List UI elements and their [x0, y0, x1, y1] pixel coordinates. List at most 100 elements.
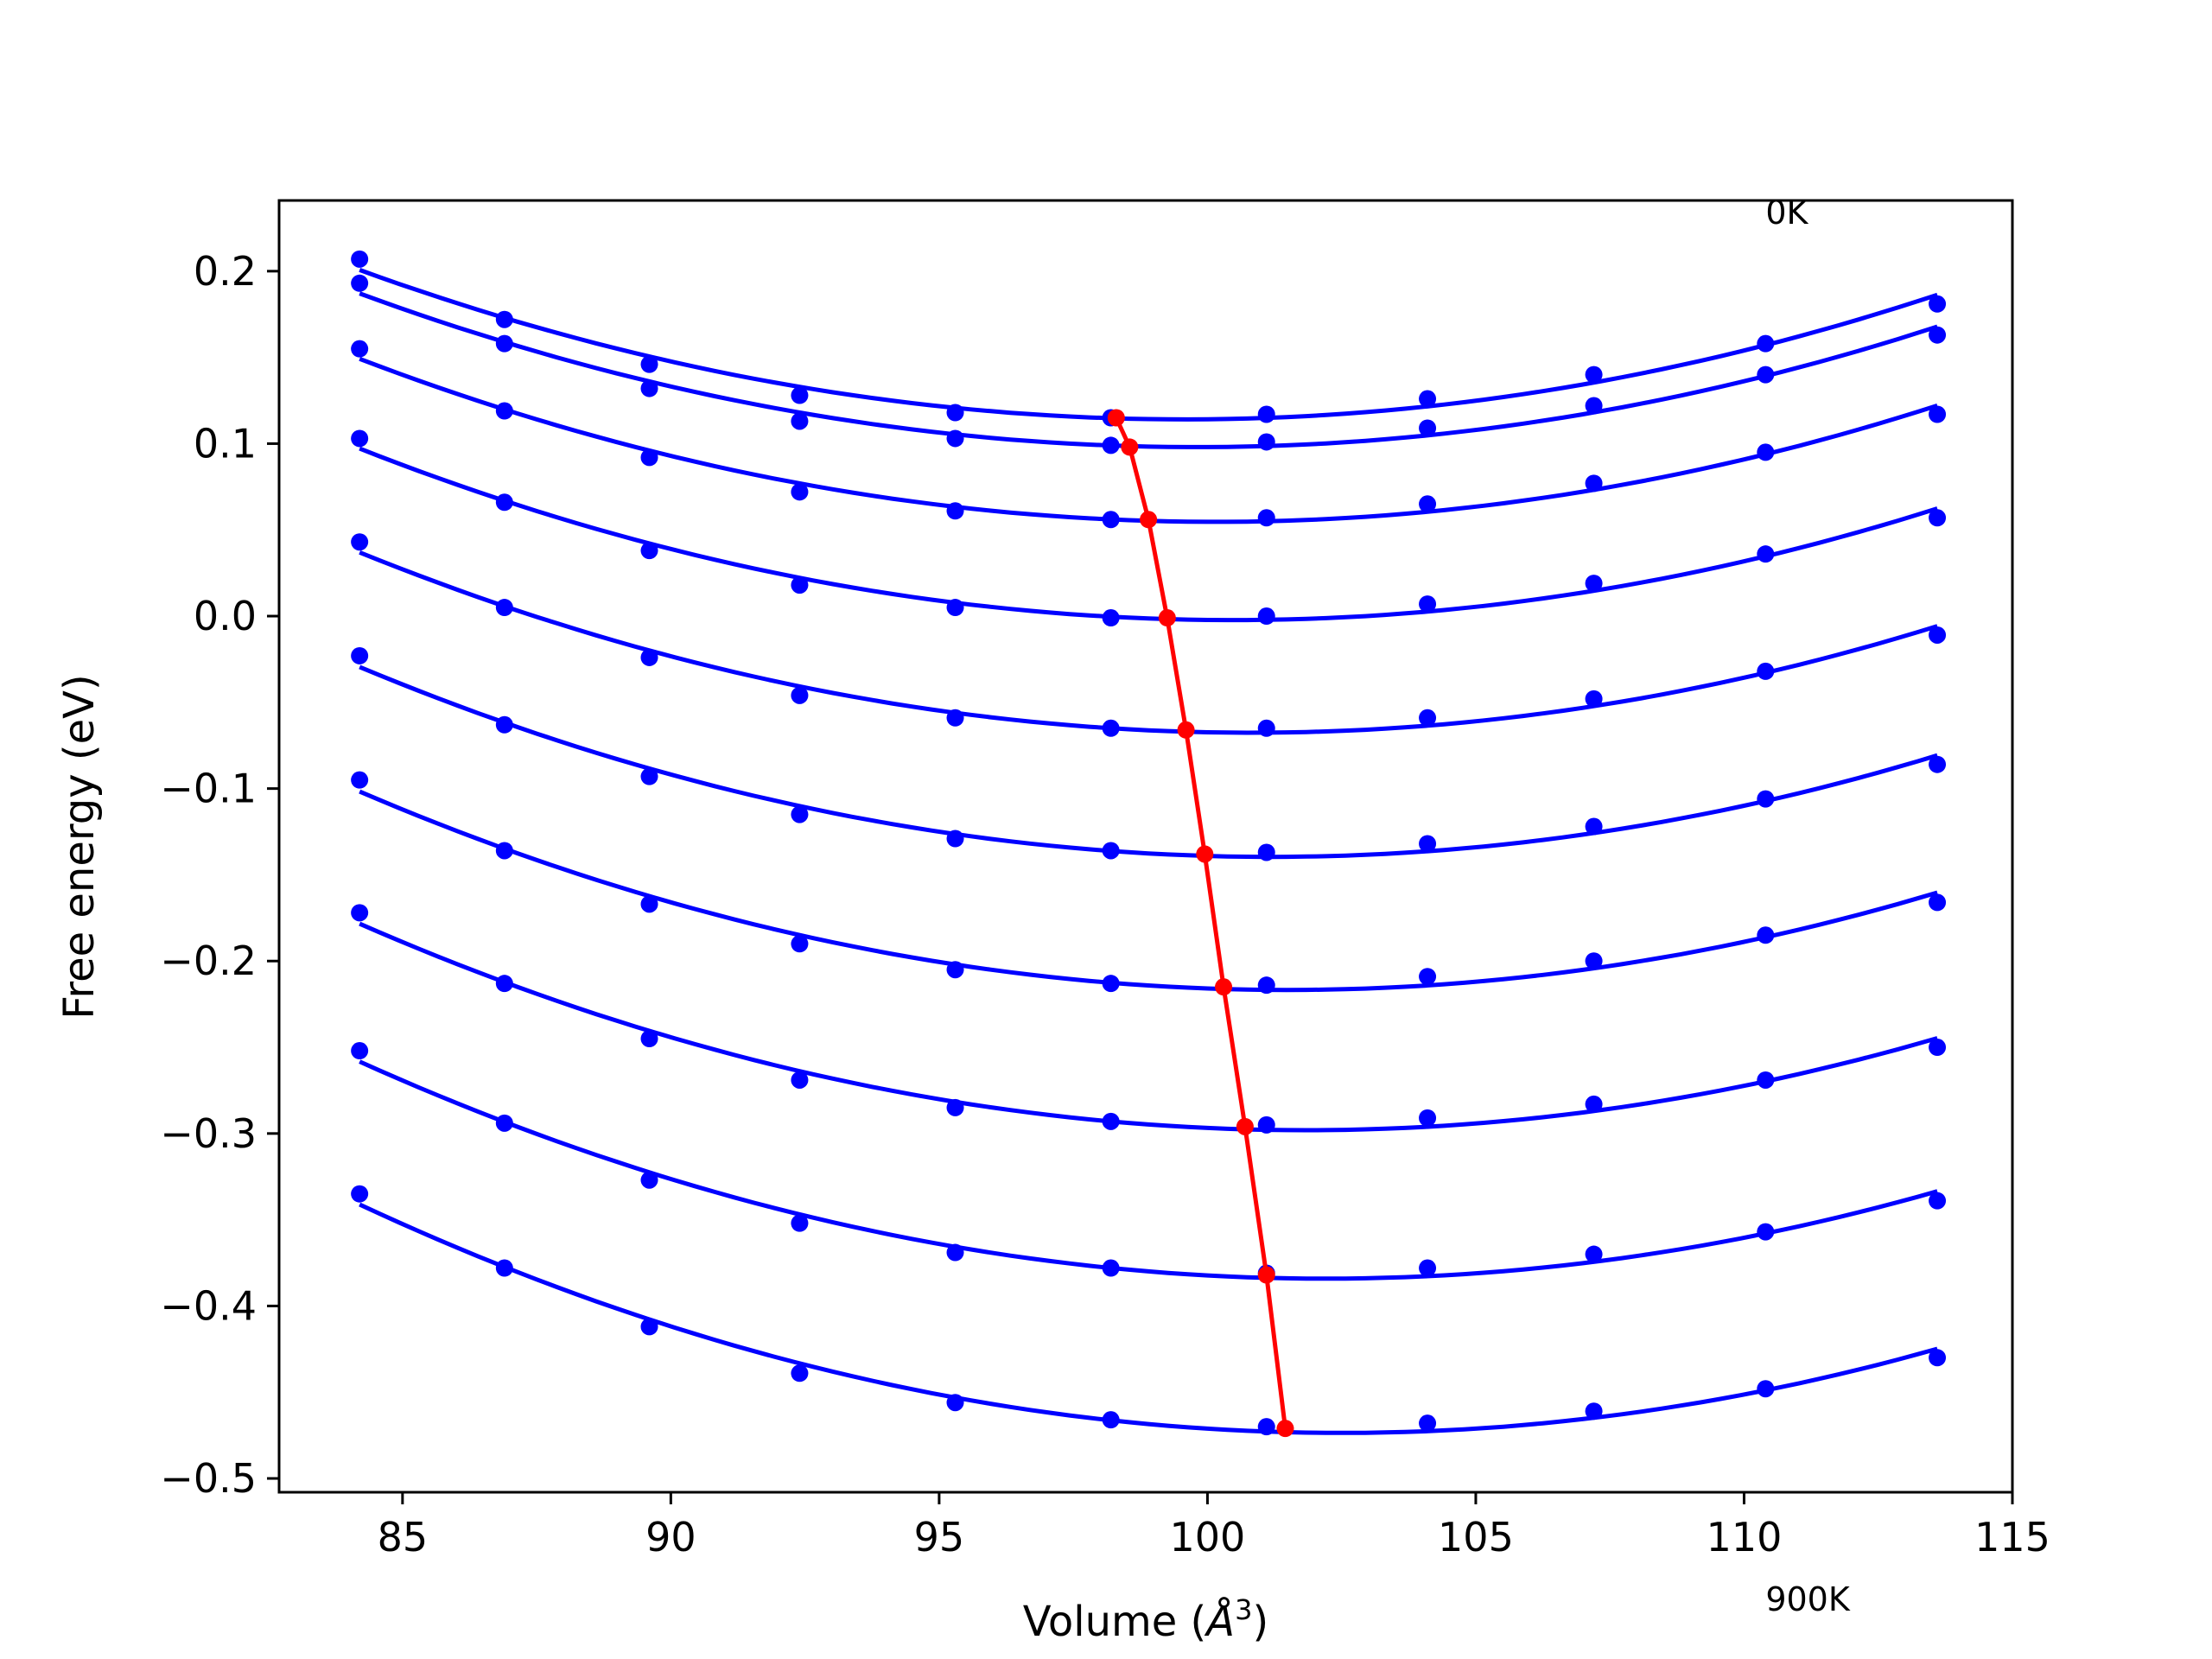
series-curve: [359, 789, 1938, 993]
data-point: [791, 1214, 809, 1232]
data-point: [946, 1098, 964, 1116]
data-point: [1419, 1414, 1437, 1433]
data-point: [791, 1364, 809, 1382]
series-curve: [359, 1059, 1938, 1281]
data-point: [495, 402, 513, 420]
data-point: [791, 1071, 809, 1089]
data-point: [791, 686, 809, 704]
data-point: [640, 379, 658, 397]
data-point: [1419, 595, 1437, 613]
data-point: [946, 502, 964, 520]
minimum-point: [1177, 721, 1195, 739]
data-point: [640, 767, 658, 785]
data-point: [1757, 1071, 1775, 1089]
data-point: [1929, 295, 1947, 313]
data-point: [1102, 975, 1120, 993]
data-point: [1929, 509, 1947, 527]
data-point: [495, 715, 513, 734]
data-point: [1757, 1223, 1775, 1241]
curves-layer: [351, 250, 1947, 1436]
data-point: [1757, 1380, 1775, 1398]
data-point: [791, 935, 809, 953]
annotations-layer: 0K 900K: [1765, 194, 1851, 1618]
data-point: [1102, 436, 1120, 454]
data-point: [640, 355, 658, 373]
data-point: [946, 599, 964, 617]
data-point: [1419, 1259, 1437, 1277]
data-point: [1257, 719, 1275, 737]
y-tick-label: −0.5: [160, 1455, 257, 1502]
data-point: [1257, 607, 1275, 626]
x-tick-label: 90: [645, 1514, 696, 1560]
minimum-point: [1196, 845, 1214, 863]
data-point: [351, 771, 369, 789]
data-point: [1585, 1095, 1603, 1113]
data-point: [1929, 1349, 1947, 1367]
data-point: [1102, 511, 1120, 529]
data-point: [495, 975, 513, 993]
data-point: [946, 404, 964, 422]
x-tick-label: 85: [378, 1514, 429, 1560]
y-tick-label: −0.1: [160, 766, 257, 812]
data-point: [1929, 626, 1947, 644]
data-point: [946, 1394, 964, 1412]
data-point: [640, 648, 658, 666]
x-tick-label: 115: [1974, 1514, 2050, 1560]
data-point: [640, 1318, 658, 1336]
x-axis-label: Volume (Å3): [1023, 1593, 1268, 1646]
y-tick-label: 0.1: [194, 420, 257, 467]
data-point: [351, 1185, 369, 1203]
data-point: [1757, 334, 1775, 353]
data-point: [1585, 474, 1603, 493]
series-curve: [359, 1202, 1938, 1435]
data-point: [1929, 755, 1947, 773]
data-point: [1929, 1039, 1947, 1057]
y-tick-label: 0.0: [194, 593, 257, 639]
data-point: [640, 1171, 658, 1189]
x-tick-label: 110: [1707, 1514, 1783, 1560]
y-tick-label: −0.2: [160, 938, 257, 984]
data-point: [351, 904, 369, 922]
data-point: [1757, 790, 1775, 808]
data-point: [1585, 1245, 1603, 1263]
minimum-point: [1215, 978, 1233, 996]
data-point: [351, 250, 369, 268]
data-point: [791, 412, 809, 430]
series-curve: [359, 664, 1938, 860]
data-point: [495, 1259, 513, 1277]
data-point: [495, 842, 513, 860]
series-curve: [359, 921, 1938, 1133]
y-tick-label: −0.3: [160, 1110, 257, 1157]
data-point: [1757, 545, 1775, 563]
data-point: [946, 709, 964, 727]
minimum-point: [1236, 1117, 1254, 1135]
data-point: [1257, 1418, 1275, 1436]
data-point: [1757, 662, 1775, 680]
data-point: [351, 429, 369, 448]
series-curve: [359, 268, 1938, 422]
data-point: [1102, 1112, 1120, 1130]
y-axis-ticks: 0.2 0.1 0.0 −0.1 −0.2 −0.3 −0.4 −0.5: [160, 248, 279, 1502]
data-point: [1585, 817, 1603, 836]
data-point: [1585, 1402, 1603, 1421]
data-point: [351, 1042, 369, 1060]
data-point: [1585, 690, 1603, 708]
data-point: [495, 599, 513, 617]
data-point: [791, 483, 809, 501]
temperature-annotation: 900K: [1765, 1580, 1851, 1618]
data-point: [1257, 509, 1275, 527]
data-point: [495, 334, 513, 353]
data-point: [1757, 443, 1775, 461]
data-point: [1257, 1116, 1275, 1134]
data-point: [1929, 893, 1947, 912]
data-point: [495, 493, 513, 512]
data-point: [1585, 575, 1603, 593]
data-point: [1929, 1192, 1947, 1210]
data-point: [946, 961, 964, 979]
x-tick-label: 95: [914, 1514, 965, 1560]
minimum-line-layer: [1107, 409, 1294, 1438]
data-point: [946, 429, 964, 448]
data-point: [1419, 495, 1437, 513]
data-point: [1102, 1259, 1120, 1277]
